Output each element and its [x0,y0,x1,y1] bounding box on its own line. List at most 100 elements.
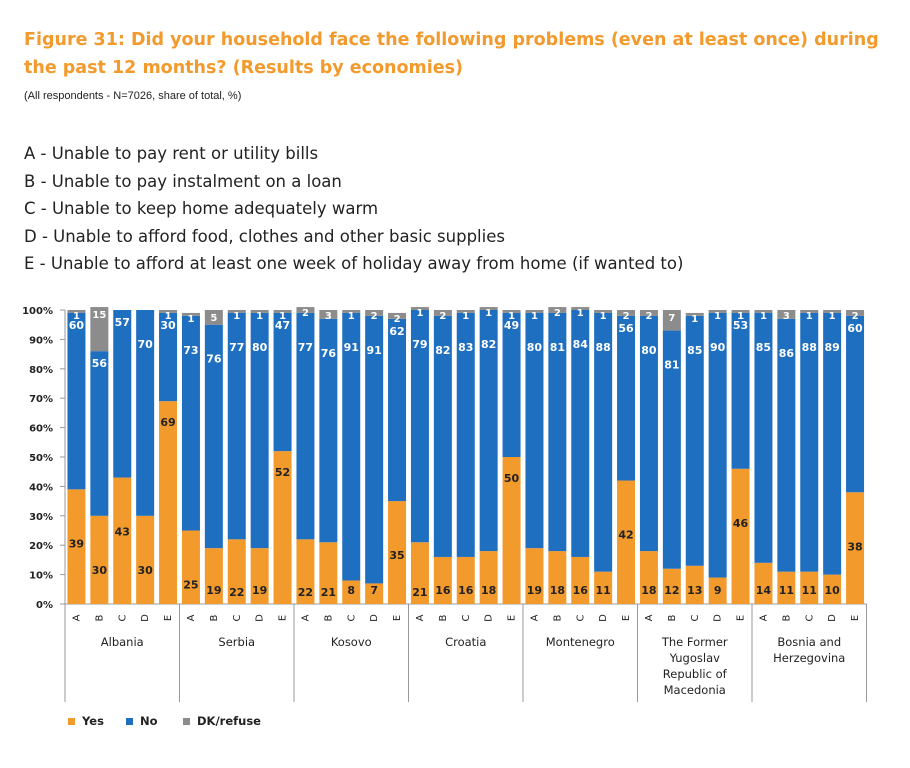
bar-no [296,312,315,540]
bar-yes [846,492,865,604]
x-tick-label: D [827,614,838,622]
data-label-dk: 2 [439,311,446,322]
y-tick-label: 40% [29,482,53,493]
x-tick-label: A [186,614,197,621]
x-tick-label: E [621,615,632,621]
bar-yes [136,515,155,604]
bar-no [479,310,498,552]
data-label-no: 80 [641,344,657,357]
x-tick-label: B [552,614,563,621]
bar-yes [685,565,704,604]
x-tick-label: B [781,614,792,621]
group-label: Republic of [663,667,728,681]
y-tick-label: 30% [29,512,53,523]
x-tick-label: B [438,614,449,621]
x-tick-label: D [255,614,266,622]
bar-yes [204,548,223,604]
bar-no [250,312,269,549]
bar-dk [296,307,315,313]
data-label-yes: 13 [687,584,702,597]
data-label-dk: 1 [73,311,80,322]
bar-yes [456,556,475,604]
bar-yes [296,539,315,604]
bar-yes [181,530,200,604]
data-label-yes: 16 [573,584,589,597]
data-label-dk: 1 [416,308,423,319]
data-label-dk: 1 [737,311,744,322]
x-tick-label: D [713,614,724,622]
bar-no [502,312,521,457]
data-label-yes: 30 [137,564,153,577]
data-label-yes: 38 [847,540,862,553]
data-label-no: 84 [573,338,589,351]
bar-yes [342,580,361,604]
bar-yes [731,468,750,604]
bar-no [410,310,429,543]
data-label-yes: 52 [275,466,290,479]
bar-dk [365,310,384,316]
bar-yes [708,577,727,604]
data-label-no: 91 [344,341,359,354]
x-tick-label: B [94,614,105,621]
data-label-dk: 2 [371,311,378,322]
data-label-no: 76 [206,353,222,366]
x-tick-label: E [392,615,403,621]
data-label-yes: 22 [229,586,244,599]
bar-no [754,312,773,563]
data-label-dk: 1 [233,311,240,322]
bar-dk [525,310,544,313]
data-label-no: 79 [412,338,427,351]
bar-dk [708,310,727,313]
definition-e: E - Unable to afford at least one week o… [24,254,684,273]
bar-dk [227,310,246,313]
data-label-no: 60 [69,319,85,332]
data-label-no: 88 [802,341,817,354]
legend-swatch-no [126,718,133,725]
bar-no [388,318,407,502]
bar-yes [800,571,819,604]
data-label-dk: 3 [325,311,332,322]
data-label-yes: 42 [618,529,633,542]
group-label: Macedonia [664,683,726,697]
data-label-yes: 18 [550,584,565,597]
group-label: Albania [101,635,144,649]
bar-yes [823,574,842,604]
x-tick-label: A [758,614,769,621]
data-label-yes: 11 [779,584,794,597]
bar-dk [342,310,361,313]
data-label-yes: 16 [458,584,474,597]
definition-d: D - Unable to afford food, clothes and o… [24,226,505,246]
bar-no [113,310,132,478]
data-label-dk: 2 [554,308,561,319]
data-label-yes: 22 [298,586,313,599]
x-tick-label: C [232,614,243,621]
data-label-no: 53 [733,319,748,332]
data-label-yes: 25 [183,579,198,592]
data-label-yes: 11 [595,584,610,597]
data-label-dk: 1 [806,311,813,322]
bar-dk [90,307,109,352]
data-label-dk: 1 [165,311,172,322]
x-tick-label: D [484,614,495,622]
y-tick-label: 80% [29,365,53,376]
data-label-no: 80 [527,341,543,354]
bar-yes [479,551,498,604]
data-label-dk: 1 [485,308,492,319]
bar-no [800,312,819,572]
definition-a: A - Unable to pay rent or utility bills [24,144,319,163]
bar-no [525,312,544,549]
y-tick-label: 90% [29,335,53,346]
data-label-no: 56 [618,322,634,335]
bar-dk [777,310,796,319]
bar-dk [433,310,452,316]
bar-no [846,315,865,493]
x-tick-label: C [575,614,586,621]
bar-no [456,312,475,557]
bar-dk [594,310,613,313]
group-label: Serbia [218,635,255,649]
x-tick-label: E [278,615,289,621]
x-tick-label: B [667,614,678,621]
data-label-no: 56 [92,357,108,370]
data-label-yes: 8 [347,584,355,597]
bar-yes [594,571,613,604]
